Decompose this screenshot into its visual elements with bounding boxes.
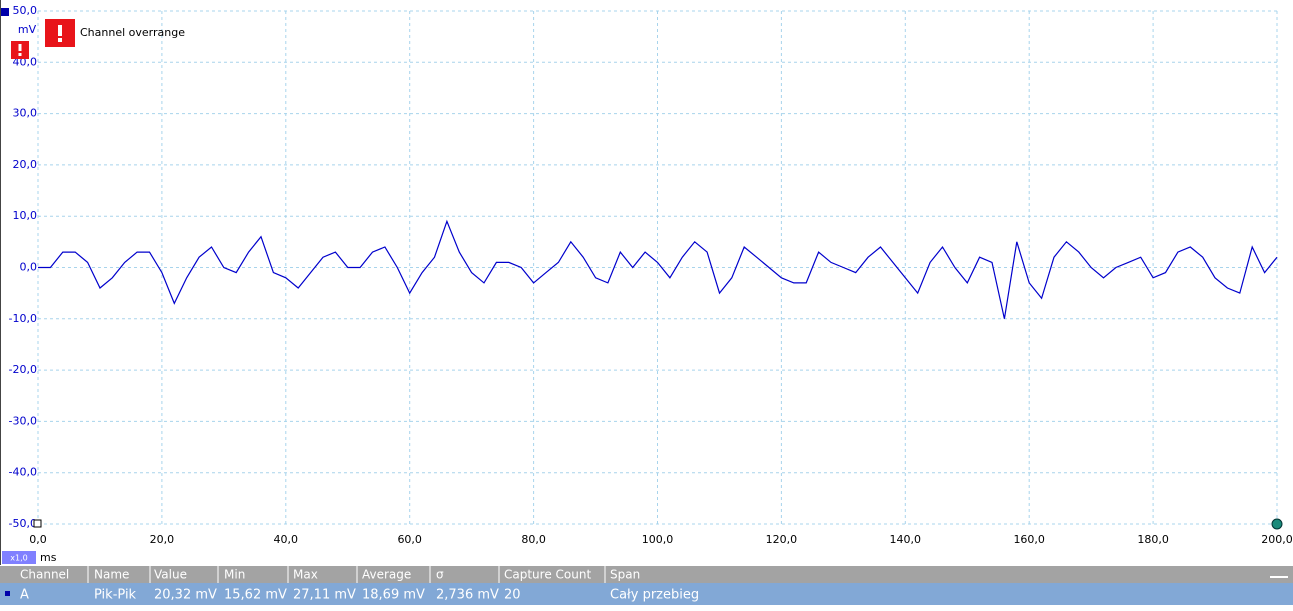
column-header: Max: [293, 568, 318, 582]
x-tick-label: 140,0: [890, 533, 922, 546]
x-tick-label: 120,0: [766, 533, 798, 546]
plot: -50,0 -40,0 -30,0 -20,0 -10,0 0,0 10,0 20,0 30,0…: [9, 4, 1293, 546]
y-tick-label: 20,0: [13, 158, 38, 171]
zoom-badge[interactable]: [2, 551, 36, 564]
cell: Pik-Pik: [94, 588, 137, 603]
collapse-button[interactable]: [1270, 576, 1288, 578]
column-header: Average: [362, 568, 411, 582]
column-header: Name: [94, 568, 129, 582]
y-tick-label: -40,0: [9, 466, 37, 479]
x-tick-label: 80,0: [521, 533, 546, 546]
column-header: Channel: [20, 568, 69, 582]
y-tick-label: 10,0: [13, 209, 38, 222]
column-header: Value: [154, 568, 187, 582]
cell: 20: [504, 588, 521, 603]
table-row[interactable]: [0, 583, 1293, 605]
column-header: σ: [436, 568, 444, 582]
y-tick-label: -20,0: [9, 363, 37, 376]
x-tick-label: 60,0: [397, 533, 422, 546]
x-tick-label: 180,0: [1137, 533, 1169, 546]
y-unit: mV: [18, 23, 37, 36]
channel-marker: [1, 8, 9, 16]
x-tick-label: 40,0: [274, 533, 299, 546]
y-tick-label: 30,0: [13, 107, 38, 120]
row-marker: [5, 591, 10, 596]
cell: 18,69 mV: [362, 588, 425, 603]
y-tick-label: -10,0: [9, 312, 37, 325]
y-tick-label: -50,0: [9, 517, 37, 530]
warning-text: Channel overrange: [80, 26, 185, 39]
cell: A: [20, 588, 29, 603]
x-tick-label: 20,0: [150, 533, 175, 546]
trace: [38, 219, 1278, 319]
x-tick-label: 160,0: [1013, 533, 1045, 546]
cell: 20,32 mV: [154, 588, 217, 603]
x-tick-label: 0,0: [29, 533, 47, 546]
zoom-label: x1,0: [10, 554, 27, 563]
y-tick-label: -30,0: [9, 414, 37, 427]
cell: 15,62 mV: [224, 588, 287, 603]
cell: 27,11 mV: [293, 588, 356, 603]
cell: 2,736 mV: [436, 588, 499, 603]
column-header: Span: [610, 568, 640, 582]
overrange-icon: [11, 19, 75, 59]
cell: Cały przebieg: [610, 588, 699, 603]
x-tick-label: 200,0: [1261, 533, 1293, 546]
y-tick-label: 0,0: [20, 261, 38, 274]
time-marker: [1271, 518, 1283, 530]
column-header: Capture Count: [504, 568, 591, 582]
table-header: [0, 566, 1293, 583]
x-unit: ms: [40, 551, 57, 564]
column-header: Min: [224, 568, 245, 582]
y-tick-label: 50,0: [13, 4, 38, 17]
trigger-marker: [33, 519, 42, 528]
x-tick-label: 100,0: [642, 533, 674, 546]
measurements: Channel Name Value Min Max Average σ Capture Co…: [20, 566, 699, 603]
